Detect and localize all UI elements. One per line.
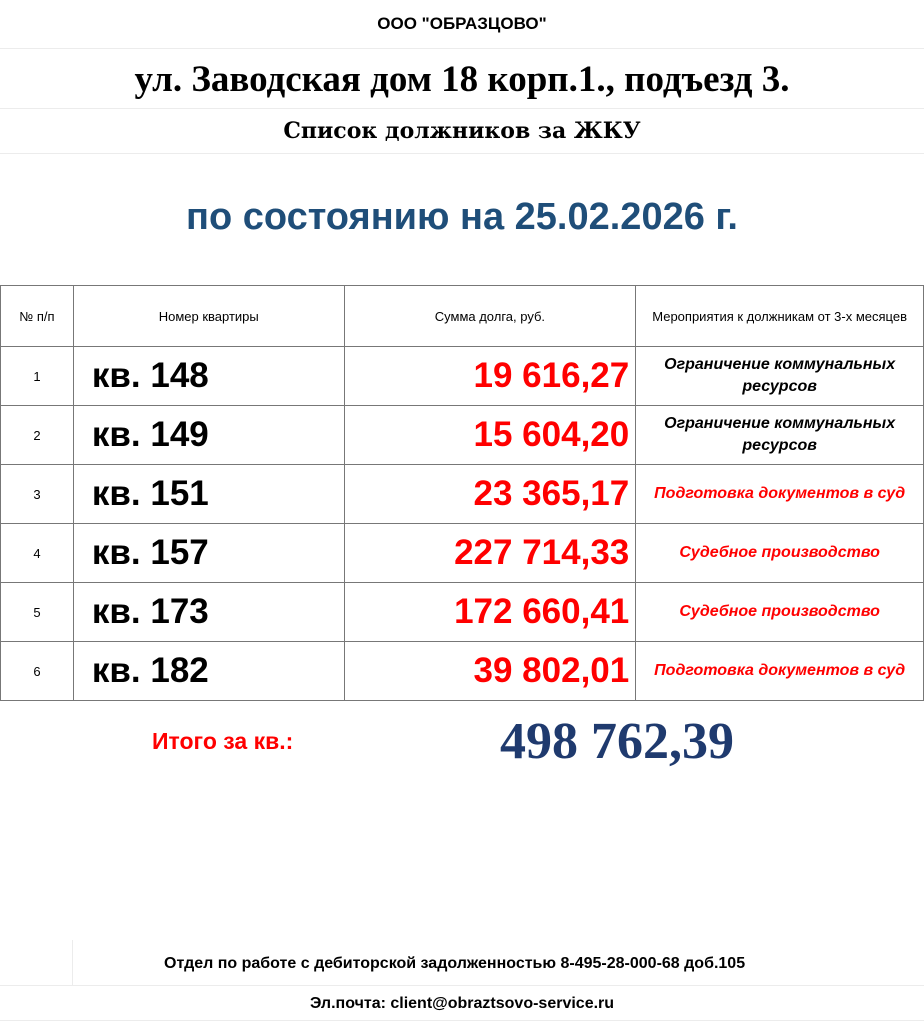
apartment: кв. 182 [72, 641, 345, 701]
column-header-actions: Мероприятия к должникам от 3-х месяцев [635, 285, 924, 347]
debt-sum: 172 660,41 [343, 582, 637, 642]
debt-action: Судебное производство [635, 582, 924, 642]
row-number: 4 [0, 523, 74, 583]
row-number: 2 [0, 405, 74, 465]
row-number: 6 [0, 641, 74, 701]
address: ул. Заводская дом 18 корп.1., подъезд 3. [134, 59, 790, 100]
debt-action: Подготовка документов в суд [635, 641, 924, 701]
debt-action: Ограничение коммунальных ресурсов [635, 346, 924, 406]
debtors-table: № п/п Номер квартиры Сумма долга, руб. М… [0, 285, 924, 701]
debt-action: Ограничение коммунальных ресурсов [635, 405, 924, 465]
organization-name: ООО "ОБРАЗЦОВО" [377, 14, 547, 33]
divider [0, 1020, 924, 1021]
table-row: 2 кв. 149 15 604,20 Ограничение коммунал… [0, 405, 924, 465]
subtitle: Список должников за ЖКУ [283, 118, 641, 144]
row-number: 3 [0, 464, 74, 524]
apartment: кв. 148 [72, 346, 345, 406]
table-row: 6 кв. 182 39 802,01 Подготовка документо… [0, 641, 924, 701]
divider [72, 940, 73, 985]
date-line: по состоянию на 25.02.2026 г. [186, 196, 738, 238]
total-value: 498 762,39 [500, 713, 734, 770]
debt-sum: 19 616,27 [343, 346, 637, 406]
column-header-sum: Сумма долга, руб. [343, 285, 637, 347]
apartment: кв. 173 [72, 582, 345, 642]
divider [0, 153, 924, 154]
column-header-number: № п/п [0, 285, 74, 347]
divider [0, 985, 924, 986]
apartment: кв. 157 [72, 523, 345, 583]
apartment: кв. 151 [72, 464, 345, 524]
email-contact: Эл.почта: client@obraztsovo-service.ru [309, 995, 615, 1012]
row-number: 5 [0, 582, 74, 642]
divider [0, 108, 924, 109]
table-row: 1 кв. 148 19 616,27 Ограничение коммунал… [0, 346, 924, 406]
table-row: 4 кв. 157 227 714,33 Судебное производст… [0, 523, 924, 583]
apartment: кв. 149 [72, 405, 345, 465]
table-row: 5 кв. 173 172 660,41 Судебное производст… [0, 582, 924, 642]
column-header-apartment: Номер квартиры [72, 285, 345, 347]
divider [0, 48, 924, 49]
total-label: Итого за кв.: [152, 728, 294, 754]
debt-action: Подготовка документов в суд [635, 464, 924, 524]
debt-sum: 39 802,01 [343, 641, 637, 701]
debt-sum: 227 714,33 [343, 523, 637, 583]
debt-sum: 23 365,17 [343, 464, 637, 524]
table-row: 3 кв. 151 23 365,17 Подготовка документо… [0, 464, 924, 524]
debt-sum: 15 604,20 [343, 405, 637, 465]
row-number: 1 [0, 346, 74, 406]
department-contact: Отдел по работе с дебиторской задолженно… [164, 955, 746, 972]
debt-action: Судебное производство [635, 523, 924, 583]
